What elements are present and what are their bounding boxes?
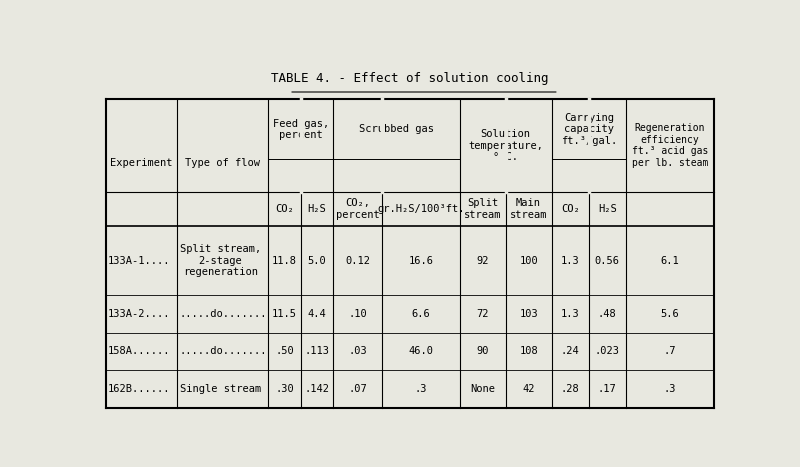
Text: 6.1: 6.1: [661, 255, 679, 266]
Text: .50: .50: [275, 347, 294, 356]
Text: 0.56: 0.56: [595, 255, 620, 266]
Text: Single stream: Single stream: [180, 384, 261, 394]
Text: Feed gas,
percent: Feed gas, percent: [273, 119, 329, 140]
Text: .28: .28: [561, 384, 579, 394]
Text: 100: 100: [519, 255, 538, 266]
Text: H₂S: H₂S: [308, 204, 326, 214]
Text: .24: .24: [561, 347, 579, 356]
Text: Main
stream: Main stream: [510, 198, 547, 220]
Text: CO₂,
percent: CO₂, percent: [336, 198, 379, 220]
Text: 16.6: 16.6: [408, 255, 434, 266]
Text: .023: .023: [595, 347, 620, 356]
Text: .17: .17: [598, 384, 617, 394]
Text: 46.0: 46.0: [408, 347, 434, 356]
Text: Split stream,
2-stage
regeneration: Split stream, 2-stage regeneration: [180, 244, 261, 277]
Text: .....do.......: .....do.......: [180, 347, 267, 356]
Text: Solution
temperature,
° C.: Solution temperature, ° C.: [468, 129, 543, 162]
Text: 1.3: 1.3: [561, 309, 579, 319]
Text: 90: 90: [477, 347, 489, 356]
Text: gr.H₂S/100³ft.: gr.H₂S/100³ft.: [377, 204, 465, 214]
Text: 6.6: 6.6: [411, 309, 430, 319]
Text: 108: 108: [519, 347, 538, 356]
Text: CO₂: CO₂: [275, 204, 294, 214]
Text: .48: .48: [598, 309, 617, 319]
Text: .113: .113: [305, 347, 330, 356]
Text: .142: .142: [305, 384, 330, 394]
Text: 72: 72: [477, 309, 489, 319]
Text: Experiment: Experiment: [110, 157, 173, 168]
Text: 133A-2....: 133A-2....: [107, 309, 170, 319]
Text: CO₂: CO₂: [561, 204, 579, 214]
Text: Carrying
capacity
ft.³/gal.: Carrying capacity ft.³/gal.: [561, 113, 617, 146]
Text: .....do.......: .....do.......: [180, 309, 267, 319]
Text: H₂S: H₂S: [598, 204, 617, 214]
Text: Type of flow: Type of flow: [186, 157, 260, 168]
Text: 1.3: 1.3: [561, 255, 579, 266]
Text: .3: .3: [414, 384, 427, 394]
Text: .7: .7: [664, 347, 676, 356]
Text: Split
stream: Split stream: [464, 198, 502, 220]
Text: .30: .30: [275, 384, 294, 394]
Text: .03: .03: [348, 347, 367, 356]
Text: 92: 92: [477, 255, 489, 266]
Text: 5.0: 5.0: [308, 255, 326, 266]
Text: TABLE 4. - Effect of solution cooling: TABLE 4. - Effect of solution cooling: [271, 72, 549, 85]
Text: Regeneration
efficiency
ft.³ acid gas
per lb. steam: Regeneration efficiency ft.³ acid gas pe…: [632, 123, 708, 168]
Text: 4.4: 4.4: [308, 309, 326, 319]
Text: Scrubbed gas: Scrubbed gas: [359, 124, 434, 134]
Text: 162B......: 162B......: [107, 384, 170, 394]
Text: 42: 42: [522, 384, 535, 394]
Text: None: None: [470, 384, 495, 394]
Text: 133A-1....: 133A-1....: [107, 255, 170, 266]
Text: .10: .10: [348, 309, 367, 319]
Text: 103: 103: [519, 309, 538, 319]
Text: 5.6: 5.6: [661, 309, 679, 319]
Text: 158A......: 158A......: [107, 347, 170, 356]
Text: .3: .3: [664, 384, 676, 394]
Text: 11.8: 11.8: [272, 255, 297, 266]
Text: 0.12: 0.12: [345, 255, 370, 266]
Text: 11.5: 11.5: [272, 309, 297, 319]
Text: .07: .07: [348, 384, 367, 394]
